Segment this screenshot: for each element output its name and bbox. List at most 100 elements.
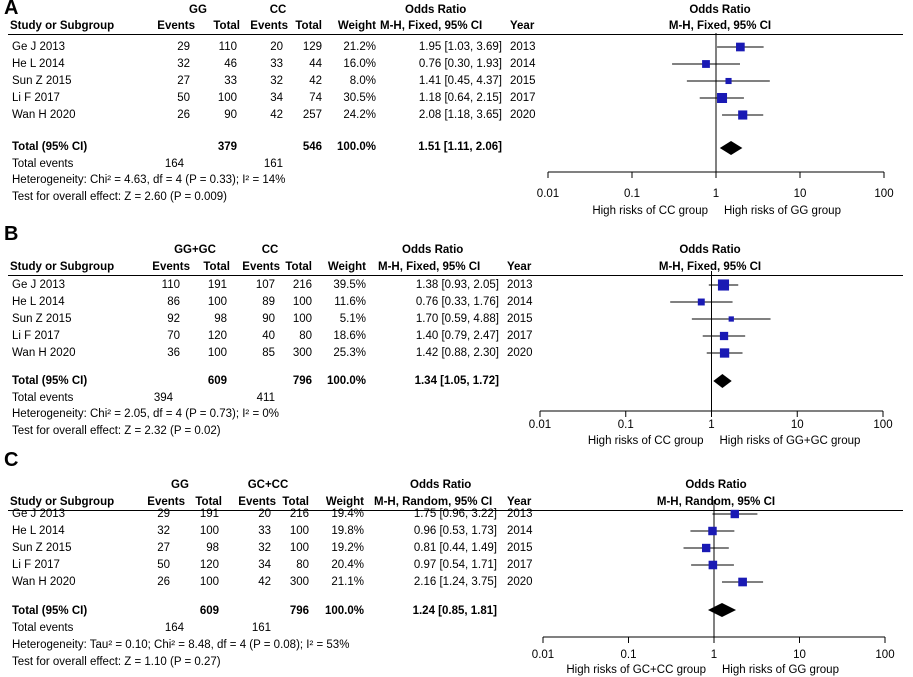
total-1: 120 <box>207 330 227 342</box>
col-weight: Weight <box>327 261 366 273</box>
total-1: 191 <box>207 279 227 291</box>
events-1: 27 <box>177 75 190 87</box>
events-2: 42 <box>258 576 271 588</box>
group1-name: GG+GC <box>174 244 216 256</box>
tick-label: 0.01 <box>532 649 554 661</box>
col-total-2: Total <box>282 496 309 508</box>
study-name: Sun Z 2015 <box>12 542 72 554</box>
events-2: 89 <box>262 296 275 308</box>
total-2: 74 <box>309 92 322 104</box>
col-total-1: Total <box>195 496 222 508</box>
plot-header-top: Odds Ratio <box>679 244 741 256</box>
total-2: 100 <box>289 542 309 554</box>
col-year: Year <box>507 261 532 273</box>
weight: 21.1% <box>331 576 364 588</box>
forest-plot-a: 0.01 0.1 1 10 100 High risks of CC group… <box>537 33 894 217</box>
tick-label: 100 <box>875 649 894 661</box>
total-label: Total (95% CI) <box>12 141 88 153</box>
col-method: M-H, Fixed, 95% CI <box>380 20 483 32</box>
weight: 19.8% <box>331 525 364 537</box>
total-events-2: 411 <box>256 392 275 404</box>
col-events-2: Events <box>238 496 276 508</box>
study-name: Wan H 2020 <box>12 576 76 588</box>
events-2: 107 <box>255 279 275 291</box>
plot-header-method: M-H, Fixed, 95% CI <box>668 20 772 32</box>
events-2: 40 <box>262 330 275 342</box>
total-2: 300 <box>292 347 312 359</box>
col-events-2: Events <box>242 261 280 273</box>
col-total-2: Total <box>285 261 312 273</box>
year: 2013 <box>507 279 533 291</box>
panel-label: B <box>4 223 19 245</box>
study-point <box>708 560 718 570</box>
favours-left: High risks of CC group <box>592 205 708 217</box>
year: 2017 <box>507 330 533 342</box>
col-study: Study or Subgroup <box>10 496 115 508</box>
events-2: 20 <box>270 41 283 53</box>
events-1: 36 <box>167 347 180 359</box>
ci-text: 1.40 [0.79, 2.47] <box>415 330 499 342</box>
total-n2: 796 <box>289 605 309 617</box>
plot-header-method: M-H, Random, 95% CI <box>656 496 776 508</box>
events-2: 34 <box>258 559 271 571</box>
total-n1: 609 <box>199 605 219 617</box>
plot-header-top: Odds Ratio <box>685 479 747 491</box>
total-2: 129 <box>302 41 322 53</box>
weight: 24.2% <box>343 109 376 121</box>
total-events-2: 161 <box>263 158 283 170</box>
study-point <box>719 331 729 341</box>
year: 2014 <box>507 525 533 537</box>
study-name: Wan H 2020 <box>12 109 76 121</box>
col-events-1: Events <box>147 496 185 508</box>
study-name: Ge J 2013 <box>12 41 66 53</box>
events-1: 29 <box>177 41 190 53</box>
plot-header-top: Odds Ratio <box>689 4 751 16</box>
year: 2014 <box>510 58 536 70</box>
total-1: 46 <box>224 58 237 70</box>
weight: 11.6% <box>334 296 366 308</box>
total-weight: 100.0% <box>326 375 366 387</box>
total-1: 110 <box>218 41 237 53</box>
tick-label: 1 <box>711 649 717 661</box>
year: 2013 <box>507 508 533 520</box>
total-n1: 379 <box>217 141 237 153</box>
tick-label: 100 <box>874 188 893 200</box>
events-2: 32 <box>270 75 283 87</box>
year: 2017 <box>507 559 533 571</box>
ci-text: 1.75 [0.96, 3.22] <box>413 508 497 520</box>
weight: 25.3% <box>333 347 366 359</box>
total-1: 100 <box>217 92 237 104</box>
events-1: 70 <box>167 330 180 342</box>
ci-text: 2.16 [1.24, 3.75] <box>413 576 497 588</box>
events-2: 32 <box>258 542 271 554</box>
favours-right: High risks of GG group <box>724 205 841 217</box>
weight: 8.0% <box>349 75 376 87</box>
total-1: 100 <box>199 525 219 537</box>
study-point <box>738 577 747 587</box>
total-1: 191 <box>199 508 219 520</box>
events-1: 27 <box>157 542 170 554</box>
tick-label: 10 <box>794 188 807 200</box>
events-1: 32 <box>177 58 190 70</box>
total-ci: 1.34 [1.05, 1.72] <box>414 375 499 387</box>
year: 2017 <box>510 92 536 104</box>
weight: 19.2% <box>331 542 364 554</box>
total-n1: 609 <box>207 375 227 387</box>
year: 2020 <box>507 576 533 588</box>
col-total-1: Total <box>213 20 240 32</box>
total-n2: 796 <box>292 375 312 387</box>
total-1: 90 <box>224 109 237 121</box>
tick-label: 0.1 <box>624 188 640 200</box>
study-name: He L 2014 <box>12 525 65 537</box>
events-2: 34 <box>270 92 283 104</box>
events-2: 33 <box>270 58 283 70</box>
total-events-2: 161 <box>251 622 271 634</box>
study-point <box>717 92 728 104</box>
col-year: Year <box>510 20 535 32</box>
col-study: Study or Subgroup <box>10 261 115 273</box>
col-events-1: Events <box>152 261 190 273</box>
total-1: 100 <box>199 576 219 588</box>
total-events-label: Total events <box>12 158 74 170</box>
total-2: 216 <box>292 279 312 291</box>
total-ci: 1.24 [0.85, 1.81] <box>412 605 497 617</box>
